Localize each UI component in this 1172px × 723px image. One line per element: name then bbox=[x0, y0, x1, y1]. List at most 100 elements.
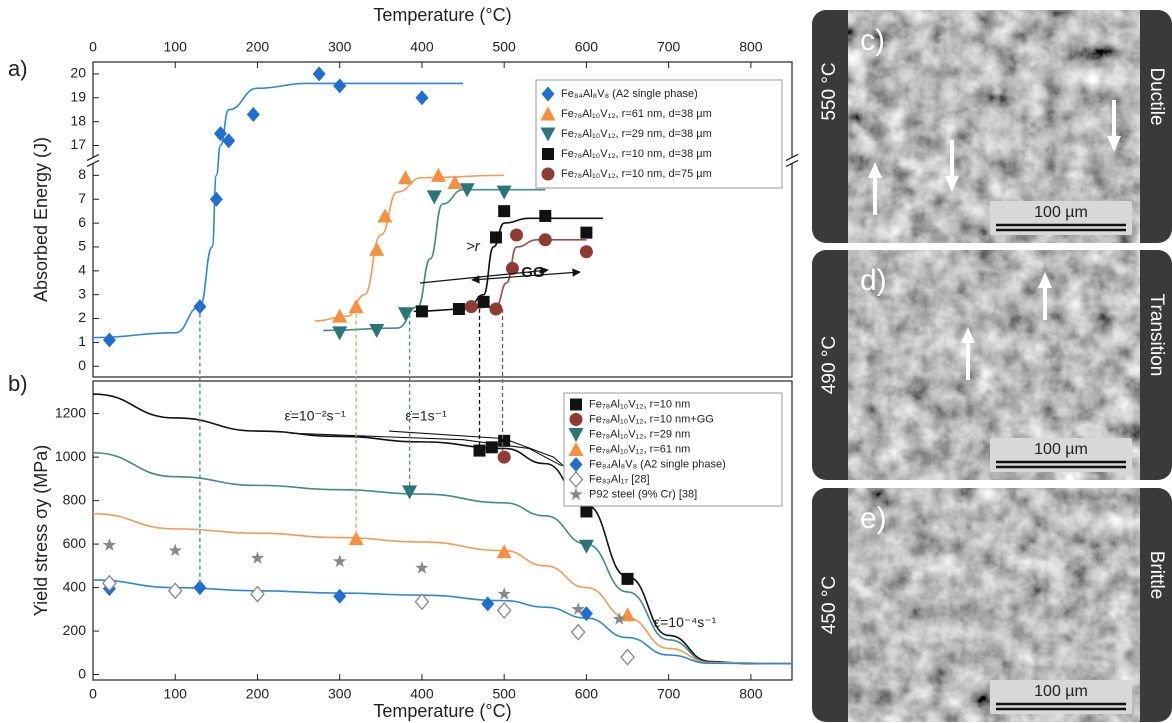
x-tick-label: 300 bbox=[328, 39, 352, 55]
data-point bbox=[580, 245, 593, 258]
data-point bbox=[427, 190, 442, 204]
legend-label: Fe₇₈Al₁₀V₁₂, r=10 nm, d=38 µm bbox=[561, 148, 712, 160]
axis-break-gap bbox=[786, 157, 798, 163]
panel-label: a) bbox=[8, 56, 28, 81]
data-point bbox=[247, 107, 260, 122]
y-tick-label: 1 bbox=[78, 333, 86, 349]
legend-label: Fe₇₈Al₁₀V₁₂, r=29 nm, d=38 µm bbox=[561, 128, 712, 140]
data-point bbox=[498, 603, 511, 618]
x-tick-label: 600 bbox=[575, 686, 599, 702]
x-tick-label: 400 bbox=[410, 39, 434, 55]
panel-label: e) bbox=[860, 502, 887, 535]
data-point bbox=[103, 538, 116, 551]
y-tick-label: 17 bbox=[70, 136, 86, 152]
annotation: ε̇=1s⁻¹ bbox=[405, 408, 447, 424]
strain-rate-curve bbox=[290, 433, 561, 466]
panel-label: d) bbox=[860, 264, 887, 297]
legend-marker bbox=[570, 413, 583, 426]
annotation: ε̇=10⁻⁴s⁻¹ bbox=[654, 614, 717, 630]
data-point bbox=[333, 78, 346, 93]
figure: 0 100 200 300 400 500 600 700 800 Temperature (°C… bbox=[0, 0, 1172, 723]
legend-label: Fe₈₄Al₈V₈ (A2 single phase) bbox=[589, 458, 726, 470]
data-point bbox=[169, 583, 182, 598]
legend-label: Fe₇₈Al₁₀V₁₂, r=61 nm, d=38 µm bbox=[561, 108, 712, 120]
fracture-mode: Brittle bbox=[1146, 551, 1167, 600]
y-tick-label: 2 bbox=[78, 309, 86, 325]
y-tick-label: 19 bbox=[70, 88, 86, 104]
data-point bbox=[489, 302, 502, 315]
data-point bbox=[415, 90, 428, 105]
temperature-label: 450 °C bbox=[819, 576, 840, 634]
data-point bbox=[579, 540, 594, 554]
axis-break-gap bbox=[87, 157, 99, 163]
data-point bbox=[481, 596, 494, 611]
data-point bbox=[313, 66, 326, 81]
y-tick-label: 5 bbox=[78, 238, 86, 254]
scale-bar-label: 100 µm bbox=[1034, 204, 1088, 221]
legend-label: Fe₇₈Al₁₀V₁₂, r=10 nm bbox=[589, 398, 690, 410]
legend-label: Fe₇₈Al₁₀V₁₂, r=29 nm bbox=[589, 428, 690, 440]
y-tick-label: 20 bbox=[70, 65, 86, 81]
x-tick-label: 600 bbox=[575, 39, 599, 55]
x-axis-title: Temperature (°C) bbox=[373, 701, 511, 721]
legend-marker bbox=[542, 168, 555, 181]
legend-label: Fe₇₈Al₁₀V₁₂, r=10 nm+GG bbox=[589, 413, 714, 425]
data-point bbox=[431, 168, 446, 182]
x-tick-label: 200 bbox=[246, 686, 270, 702]
data-point bbox=[333, 589, 346, 604]
data-point bbox=[453, 303, 465, 315]
temperature-label: 490 °C bbox=[819, 336, 840, 394]
data-point bbox=[210, 192, 223, 207]
data-point bbox=[415, 561, 428, 574]
annotation: ε̇=10⁻²s⁻¹ bbox=[284, 408, 345, 424]
scale-bar-label: 100 µm bbox=[1034, 441, 1088, 458]
x-tick-label: 400 bbox=[410, 686, 434, 702]
data-point bbox=[621, 650, 634, 665]
data-point bbox=[510, 229, 523, 242]
x-tick-label: 100 bbox=[164, 686, 188, 702]
data-point bbox=[332, 326, 347, 340]
data-point bbox=[169, 544, 182, 557]
data-point bbox=[251, 587, 264, 602]
y-tick-label: 0 bbox=[78, 357, 86, 373]
y-tick-label: 3 bbox=[78, 285, 86, 301]
temperature-label: 550 °C bbox=[819, 62, 840, 120]
y-axis-title: Absorbed Energy (J) bbox=[31, 137, 51, 302]
legend-label: Fe₈₄Al₈V₈ (A2 single phase) bbox=[561, 88, 698, 100]
y-tick-label: 4 bbox=[78, 262, 86, 278]
y-tick-label: 7 bbox=[78, 190, 86, 206]
scale-bar-label: 100 µm bbox=[1034, 683, 1088, 700]
y-tick-label: 400 bbox=[63, 578, 87, 594]
data-point bbox=[498, 435, 510, 447]
panel-label: b) bbox=[8, 371, 28, 396]
data-point bbox=[369, 242, 384, 256]
data-point bbox=[398, 307, 413, 321]
x-tick-label: 300 bbox=[328, 686, 352, 702]
data-point bbox=[498, 451, 511, 464]
y-tick-label: 1200 bbox=[55, 404, 86, 420]
y-axis-title: Yield stress σy (MPa) bbox=[31, 445, 51, 616]
y-tick-label: 200 bbox=[63, 622, 87, 638]
data-point bbox=[103, 333, 116, 348]
y-tick-label: 800 bbox=[63, 491, 87, 507]
data-point bbox=[465, 300, 478, 313]
data-point bbox=[572, 625, 585, 640]
data-point bbox=[580, 505, 592, 517]
data-point bbox=[398, 170, 413, 184]
y-tick-label: 6 bbox=[78, 214, 86, 230]
data-point bbox=[539, 210, 551, 222]
data-point bbox=[497, 186, 512, 200]
x-tick-label: 700 bbox=[657, 39, 681, 55]
x-tick-label: 500 bbox=[492, 686, 516, 702]
data-point bbox=[539, 233, 552, 246]
fracture-mode: Transition bbox=[1146, 294, 1167, 377]
fracture-mode: Ductile bbox=[1146, 67, 1167, 125]
data-point bbox=[349, 299, 364, 313]
x-tick-label: 800 bbox=[739, 686, 763, 702]
x-tick-label: 100 bbox=[164, 39, 188, 55]
data-point bbox=[498, 205, 510, 217]
x-axis-title: Temperature (°C) bbox=[373, 5, 511, 25]
y-tick-label: 1000 bbox=[55, 448, 86, 464]
data-point bbox=[486, 441, 498, 453]
x-tick-label: 700 bbox=[657, 686, 681, 702]
